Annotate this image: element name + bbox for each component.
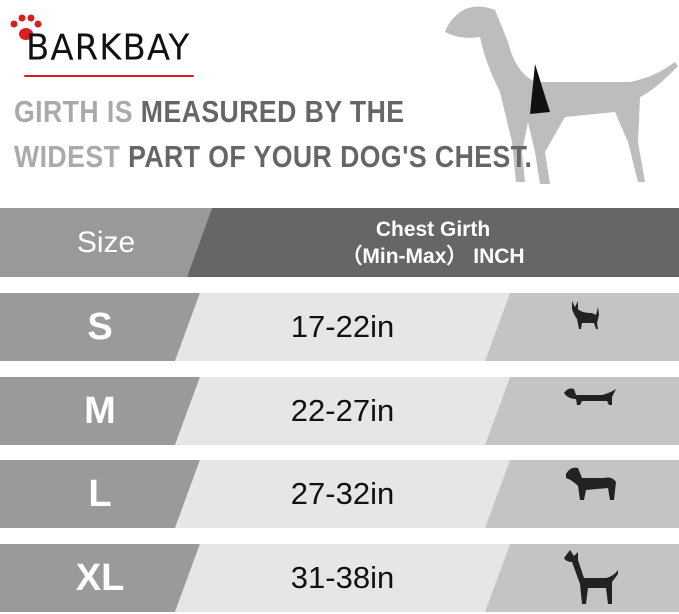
labrador-icon xyxy=(566,467,616,500)
header-chest-girth: Chest Girth （Min-Max） INCH xyxy=(187,208,679,277)
size-row: M 22-27in xyxy=(0,377,679,445)
header-girth-unit: （Min-Max） INCH xyxy=(341,244,525,268)
size-label: S xyxy=(0,293,200,361)
headline-line-2: WIDEST PART OF YOUR DOG'S CHEST. xyxy=(14,139,532,175)
girth-value: 31-38in xyxy=(175,544,510,612)
great-dane-icon xyxy=(564,550,618,604)
headline-dark-text: PART OF YOUR DOG'S CHEST. xyxy=(128,139,533,174)
logo-text: BARKBAY xyxy=(26,27,191,69)
dog-cell xyxy=(485,293,679,361)
size-row: XL 31-38in xyxy=(0,544,679,612)
measured-dog-illustration xyxy=(445,6,678,185)
girth-value: 27-32in xyxy=(175,460,510,528)
headline-line-1: GIRTH IS MEASURED BY THE xyxy=(14,94,405,130)
logo-underline xyxy=(24,75,194,77)
barkbay-logo: BARKBAY xyxy=(10,14,194,77)
dog-cell xyxy=(485,460,679,528)
dog-cell xyxy=(485,377,679,445)
headline-light-text: WIDEST xyxy=(14,139,129,174)
girth-value: 22-27in xyxy=(175,377,510,445)
header-girth-title: Chest Girth xyxy=(375,217,491,241)
size-row: S 17-22in xyxy=(0,293,679,361)
paw-icon xyxy=(10,14,42,40)
size-label: XL xyxy=(0,544,200,612)
girth-value: 17-22in xyxy=(175,293,510,361)
table-header: Size Chest Girth （Min-Max） INCH xyxy=(0,208,679,277)
size-label: M xyxy=(0,377,200,445)
chihuahua-icon xyxy=(572,301,599,329)
size-label: L xyxy=(0,460,200,528)
dog-cell xyxy=(485,544,679,612)
headline-dark-text: MEASURED BY THE xyxy=(140,94,405,129)
dachshund-icon xyxy=(564,388,616,405)
headline-light-text: GIRTH IS xyxy=(14,94,141,129)
size-row: L 27-32in xyxy=(0,460,679,528)
header-size: Size xyxy=(0,208,212,277)
